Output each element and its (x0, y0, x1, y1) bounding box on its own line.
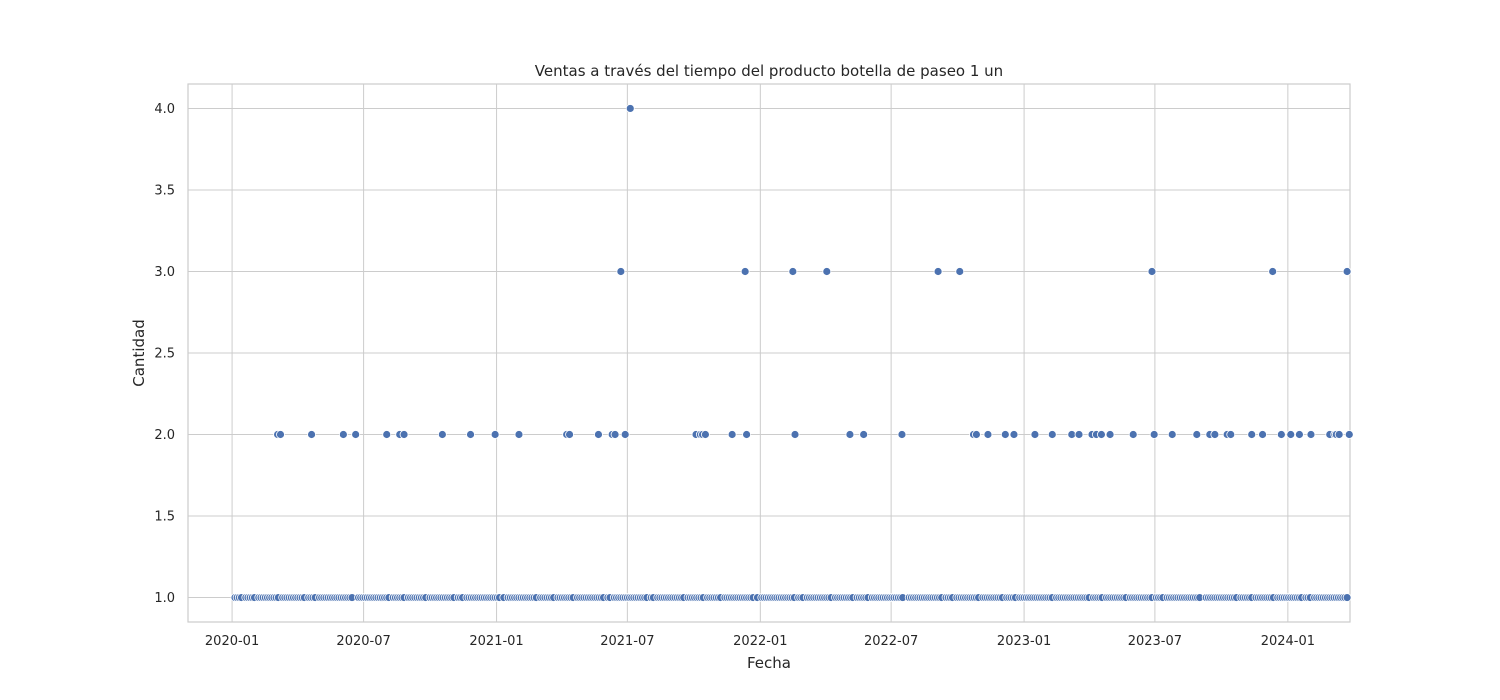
data-point (490, 430, 500, 439)
data-point (1334, 430, 1344, 439)
y-tick-label: 2.0 (154, 428, 175, 443)
y-tick-labels: 1.0 1.5 2.0 2.5 3.0 3.5 4.0 (154, 102, 175, 606)
data-point (1192, 430, 1202, 439)
y-tick-label: 2.5 (154, 347, 175, 362)
data-point (1047, 430, 1057, 439)
y-tick-label: 4.0 (154, 102, 175, 117)
data-point (897, 430, 907, 439)
x-tick-labels: 2020-01 2020-07 2021-01 2021-07 2022-01 2022-… (205, 634, 1315, 649)
x-tick-label: 2023-01 (997, 634, 1051, 649)
data-point (466, 430, 475, 439)
data-point (1295, 430, 1304, 439)
y-tick-label: 3.0 (154, 265, 175, 280)
data-point (276, 430, 285, 439)
data-point (1128, 430, 1138, 439)
data-point (822, 267, 832, 276)
data-point (351, 430, 361, 439)
data-point (1226, 430, 1236, 439)
chart-title: Ventas a través del tiempo del producto … (535, 62, 1003, 80)
data-point (1306, 430, 1316, 439)
data-point (514, 430, 524, 439)
data-point (1286, 430, 1296, 439)
data-point (1097, 430, 1106, 439)
data-point (1147, 267, 1157, 276)
x-tick-label: 2020-07 (336, 634, 390, 649)
data-point (620, 430, 630, 439)
data-point (1342, 593, 1352, 602)
y-axis-label: Cantidad (130, 319, 148, 386)
data-point (1000, 430, 1010, 439)
data-point (610, 430, 620, 439)
data-point (594, 430, 603, 439)
x-tick-label: 2020-01 (205, 634, 259, 649)
y-tick-label: 3.5 (154, 183, 175, 198)
data-point (1074, 430, 1084, 439)
data-point (1167, 430, 1177, 439)
data-point (1258, 430, 1267, 439)
data-point (1247, 430, 1257, 439)
data-point (1342, 267, 1352, 276)
y-tick-label: 1.0 (154, 591, 175, 606)
data-point (742, 430, 751, 439)
data-point (1210, 430, 1220, 439)
data-points (230, 104, 1354, 602)
data-point (701, 430, 710, 439)
data-point (1067, 430, 1077, 439)
x-tick-label: 2024-01 (1261, 634, 1315, 649)
data-point (1344, 430, 1354, 439)
y-tick-label: 1.5 (154, 510, 175, 525)
data-point (1009, 430, 1019, 439)
data-point (437, 430, 447, 439)
x-tick-label: 2022-07 (864, 634, 918, 649)
data-point (1149, 430, 1159, 439)
data-point (1276, 430, 1286, 439)
data-point (1030, 430, 1040, 439)
x-axis-label: Fecha (747, 654, 791, 672)
data-point (740, 267, 750, 276)
data-point (1268, 267, 1278, 276)
data-point (382, 430, 392, 439)
x-tick-label: 2021-07 (600, 634, 654, 649)
data-point (1105, 430, 1115, 439)
x-tick-label: 2022-01 (733, 634, 787, 649)
data-point (790, 430, 800, 439)
data-point (727, 430, 737, 439)
data-point (955, 267, 965, 276)
x-tick-label: 2023-07 (1128, 634, 1182, 649)
data-point (338, 430, 348, 439)
data-point (625, 104, 635, 113)
data-point (859, 430, 869, 439)
plot-area-frame (187, 83, 1351, 623)
data-point (933, 267, 943, 276)
x-tick-label: 2021-01 (469, 634, 523, 649)
data-point (307, 430, 316, 439)
data-point (971, 430, 981, 439)
data-point (845, 430, 855, 439)
data-point (983, 430, 993, 439)
data-point (399, 430, 409, 439)
data-point (565, 430, 574, 439)
data-point (788, 267, 798, 276)
data-point (616, 267, 626, 276)
